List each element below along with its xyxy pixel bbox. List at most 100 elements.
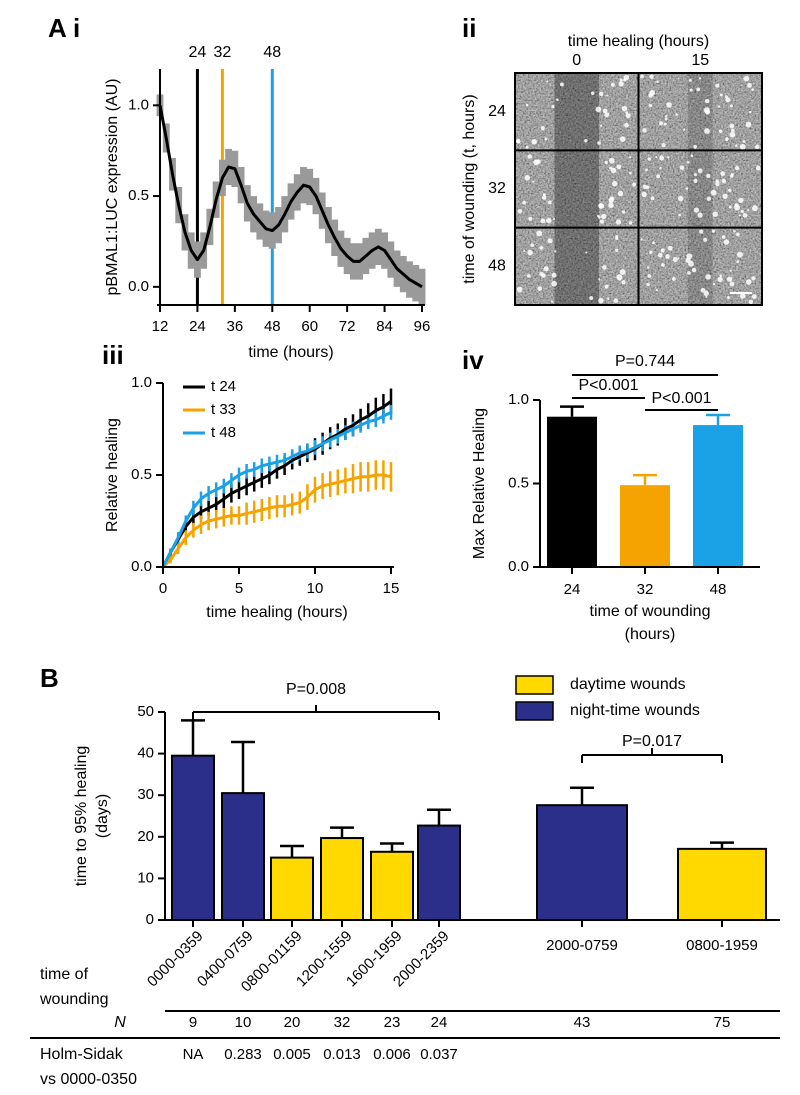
cell-speck bbox=[652, 241, 655, 245]
cell-speck bbox=[677, 257, 680, 260]
cell-speck bbox=[604, 160, 608, 165]
cell-speck bbox=[604, 112, 610, 118]
cell-speck bbox=[624, 122, 629, 128]
y-tick-label: 0.5 bbox=[128, 187, 149, 204]
cell-speck bbox=[693, 173, 697, 177]
cell-speck bbox=[724, 95, 728, 99]
cell-speck bbox=[717, 105, 721, 108]
cell-speck bbox=[554, 250, 557, 253]
cell-speck bbox=[699, 229, 704, 234]
cell-speck bbox=[740, 209, 744, 213]
cell-speck bbox=[559, 82, 564, 87]
cell-speck bbox=[642, 184, 648, 189]
cell-speck bbox=[704, 98, 710, 104]
cell-speck bbox=[738, 197, 744, 203]
bar bbox=[270, 856, 314, 921]
cell-speck bbox=[615, 248, 619, 252]
cell-speck bbox=[734, 204, 740, 211]
cell-speck bbox=[607, 297, 610, 300]
cell-speck bbox=[585, 251, 588, 254]
cell-speck bbox=[536, 230, 543, 237]
cell-speck bbox=[625, 113, 631, 119]
y-tick-label: 10 bbox=[137, 869, 154, 886]
cell-speck bbox=[675, 113, 679, 117]
table-cell: 9 bbox=[189, 1014, 197, 1031]
cell-speck bbox=[748, 299, 754, 305]
cell-speck bbox=[661, 142, 666, 148]
cell-speck bbox=[619, 78, 623, 82]
micrograph bbox=[515, 73, 639, 151]
cell-speck bbox=[729, 269, 732, 272]
cell-speck bbox=[717, 276, 723, 283]
panel-label: iii bbox=[102, 340, 124, 370]
cell-speck bbox=[755, 144, 760, 150]
cell-speck bbox=[703, 290, 709, 297]
cell-speck bbox=[733, 230, 736, 233]
cell-speck bbox=[729, 131, 736, 138]
cell-speck bbox=[610, 82, 615, 87]
wound-gap bbox=[554, 227, 599, 305]
x-axis-label: time of wounding bbox=[590, 603, 711, 620]
legend-swatch bbox=[515, 675, 554, 695]
cell-speck bbox=[739, 143, 746, 150]
y-axis-label: (days) bbox=[94, 794, 111, 838]
cell-speck bbox=[745, 279, 752, 285]
row-label: 32 bbox=[488, 180, 506, 197]
cell-speck bbox=[647, 157, 652, 161]
cell-speck bbox=[736, 260, 740, 264]
cell-speck bbox=[598, 216, 601, 219]
table-cell: 0.006 bbox=[373, 1046, 411, 1063]
cell-speck bbox=[721, 178, 727, 184]
cell-speck bbox=[629, 171, 632, 175]
x-axis-label: wounding bbox=[39, 991, 109, 1008]
cell-speck bbox=[696, 87, 701, 92]
table-cell: 0.283 bbox=[224, 1046, 262, 1063]
table-row-label: Holm-Sidak bbox=[40, 1046, 124, 1063]
grid-border bbox=[514, 72, 763, 306]
cell-speck bbox=[608, 202, 614, 209]
row-label: 48 bbox=[488, 258, 506, 275]
table-cell: 0.005 bbox=[273, 1046, 311, 1063]
cell-speck bbox=[531, 138, 537, 145]
column-label: 15 bbox=[691, 52, 709, 69]
y-tick-label: 0.0 bbox=[131, 558, 152, 575]
x-tick-label: 10 bbox=[307, 580, 324, 597]
cell-speck bbox=[537, 286, 543, 291]
cell-speck bbox=[729, 123, 735, 129]
cell-speck bbox=[541, 195, 547, 200]
cell-speck bbox=[598, 203, 603, 208]
cell-speck bbox=[700, 287, 706, 293]
x-tick-label: 0 bbox=[159, 580, 167, 597]
bar bbox=[677, 847, 767, 922]
cell-speck bbox=[599, 91, 604, 97]
cell-speck bbox=[719, 274, 723, 278]
table-row-label: vs 0000-0350 bbox=[40, 1071, 137, 1088]
cell-speck bbox=[621, 105, 628, 112]
cell-speck bbox=[621, 280, 626, 285]
cell-speck bbox=[686, 253, 693, 260]
cell-speck bbox=[525, 103, 529, 107]
cell-speck bbox=[725, 138, 728, 142]
cell-speck bbox=[598, 297, 604, 304]
x-tick-label: 32 bbox=[637, 581, 654, 598]
cell-speck bbox=[705, 274, 712, 280]
x-tick-label: 48 bbox=[264, 318, 281, 335]
bar bbox=[536, 804, 628, 922]
cell-speck bbox=[621, 210, 626, 214]
cell-speck bbox=[727, 188, 732, 193]
y-tick-label: 0 bbox=[146, 911, 154, 928]
cell-speck bbox=[704, 128, 710, 134]
cell-speck bbox=[659, 155, 665, 161]
cell-speck bbox=[543, 266, 549, 272]
y-tick-label: 20 bbox=[137, 828, 154, 845]
cell-speck bbox=[527, 154, 533, 159]
cell-speck bbox=[600, 213, 607, 220]
cell-speck bbox=[617, 190, 624, 197]
cell-speck bbox=[743, 75, 750, 82]
y-tick-label: 30 bbox=[137, 786, 154, 803]
cell-speck bbox=[751, 294, 757, 299]
y-tick-label: 0.5 bbox=[508, 474, 529, 491]
bar bbox=[370, 850, 414, 921]
cell-speck bbox=[597, 141, 601, 145]
micrograph bbox=[638, 73, 762, 151]
